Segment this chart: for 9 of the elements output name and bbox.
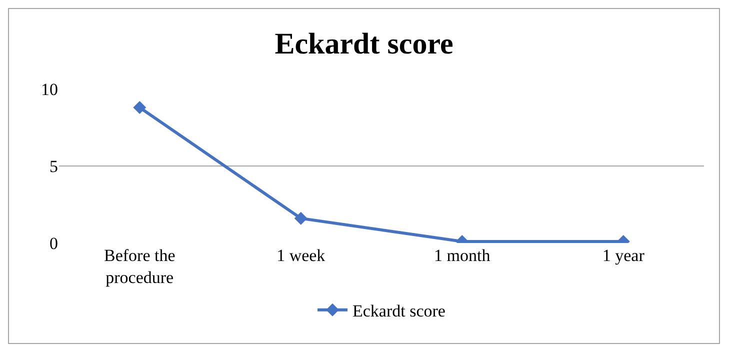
x-tick-label: 1 year	[602, 246, 645, 265]
y-tick-label: 10	[41, 80, 58, 99]
y-tick-label: 0	[50, 234, 58, 253]
y-tick-label: 5	[50, 156, 58, 176]
chart-title: Eckardt score	[274, 27, 454, 60]
x-tick-label: 1 week	[276, 246, 326, 265]
x-tick-label: Before the procedure	[104, 246, 176, 288]
x-tick-label: 1 month	[434, 246, 491, 265]
legend-label: Eckardt score	[352, 301, 446, 320]
